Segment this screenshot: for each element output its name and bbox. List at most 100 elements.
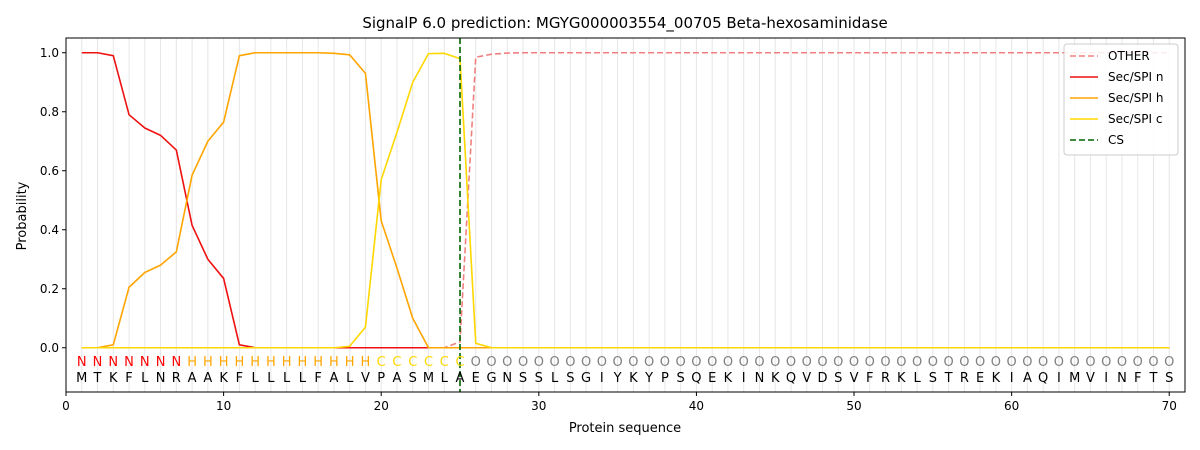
region-label: N [171, 355, 181, 370]
y-tick-label: 0.2 [40, 282, 59, 296]
residue-label: T [93, 371, 102, 386]
region-label: O [723, 355, 733, 370]
region-label: O [1117, 355, 1127, 370]
residue-label: L [551, 371, 559, 386]
residue-label: N [755, 371, 765, 386]
residue-label: I [1104, 371, 1108, 386]
region-label: O [518, 355, 528, 370]
x-tick-label: 30 [531, 399, 546, 413]
residue-label: Q [786, 371, 796, 386]
series-line-other [81, 51, 1170, 349]
region-label: O [849, 355, 859, 370]
x-tick-label: 0 [62, 399, 70, 413]
residue-label: S [519, 371, 527, 386]
residue-label: P [377, 371, 385, 386]
x-tick-label: 20 [374, 399, 389, 413]
residue-label: A [329, 371, 338, 386]
region-label: N [77, 355, 87, 370]
region-label: H [266, 355, 276, 370]
residue-label: E [976, 371, 984, 386]
region-label: C [424, 355, 433, 370]
region-label: O [534, 355, 544, 370]
region-label: H [219, 355, 229, 370]
residue-label: I [742, 371, 746, 386]
residue-label: R [881, 371, 890, 386]
x-tick-label: 70 [1162, 399, 1177, 413]
residue-label: V [1086, 371, 1095, 386]
region-label: O [644, 355, 654, 370]
residue-label: A [456, 371, 465, 386]
region-label: O [486, 355, 496, 370]
region-label: O [1022, 355, 1032, 370]
residue-label: G [486, 371, 496, 386]
region-label: O [1101, 355, 1111, 370]
region-label: O [676, 355, 686, 370]
legend-label: Sec/SPI c [1108, 112, 1162, 126]
region-label: N [93, 355, 103, 370]
residue-label: G [581, 371, 591, 386]
region-label: O [739, 355, 749, 370]
residue-label: I [1057, 371, 1061, 386]
region-label: O [565, 355, 575, 370]
region-label: O [707, 355, 717, 370]
residue-label: V [361, 371, 370, 386]
region-label: H [361, 355, 371, 370]
x-axis-ticks: 0 10 20 30 40 50 60 70 [62, 392, 1177, 413]
residue-label: N [1117, 371, 1127, 386]
residue-label: K [992, 371, 1001, 386]
residue-label: N [156, 371, 166, 386]
residue-label: R [172, 371, 181, 386]
region-label: O [802, 355, 812, 370]
residue-label: K [724, 371, 733, 386]
region-label: O [1070, 355, 1080, 370]
x-axis-label: Protein sequence [569, 421, 681, 436]
y-tick-label: 0.4 [40, 223, 59, 237]
region-label: O [880, 355, 890, 370]
chart-title: SignalP 6.0 prediction: MGYG000003554_00… [362, 14, 887, 33]
residue-label: I [600, 371, 604, 386]
region-label: C [408, 355, 417, 370]
residue-label: M [1069, 371, 1080, 386]
region-label: O [912, 355, 922, 370]
residue-label: A [393, 371, 402, 386]
region-label: O [597, 355, 607, 370]
region-label: N [108, 355, 118, 370]
region-label: O [975, 355, 985, 370]
region-label: H [282, 355, 292, 370]
residue-label: E [708, 371, 716, 386]
residue-label: S [1165, 371, 1173, 386]
region-label: H [234, 355, 244, 370]
x-tick-label: 40 [689, 399, 704, 413]
region-label: O [833, 355, 843, 370]
residue-label: F [314, 371, 321, 386]
region-label: H [203, 355, 213, 370]
region-label: H [298, 355, 308, 370]
residue-label: V [802, 371, 811, 386]
region-label: O [502, 355, 512, 370]
residue-label: L [346, 371, 354, 386]
x-tick-label: 10 [216, 399, 231, 413]
region-label: H [329, 355, 339, 370]
region-label: C [440, 355, 449, 370]
residue-label: A [188, 371, 197, 386]
region-label: H [345, 355, 355, 370]
legend: OTHER Sec/SPI n Sec/SPI h Sec/SPI c CS [1063, 43, 1179, 156]
region-label: O [613, 355, 623, 370]
region-label: O [928, 355, 938, 370]
region-label: O [1038, 355, 1048, 370]
residue-label: S [409, 371, 417, 386]
y-axis-label: Probability [15, 181, 30, 250]
plot-area [81, 38, 1170, 392]
region-label: O [1085, 355, 1095, 370]
residue-label: L [141, 371, 149, 386]
region-label: O [786, 355, 796, 370]
region-label: C [392, 355, 401, 370]
region-label: O [943, 355, 953, 370]
residue-label: T [1149, 371, 1158, 386]
residue-label: K [897, 371, 906, 386]
residue-label: F [866, 371, 873, 386]
residue-label: L [283, 371, 291, 386]
region-label: O [1133, 355, 1143, 370]
residue-label: L [299, 371, 307, 386]
